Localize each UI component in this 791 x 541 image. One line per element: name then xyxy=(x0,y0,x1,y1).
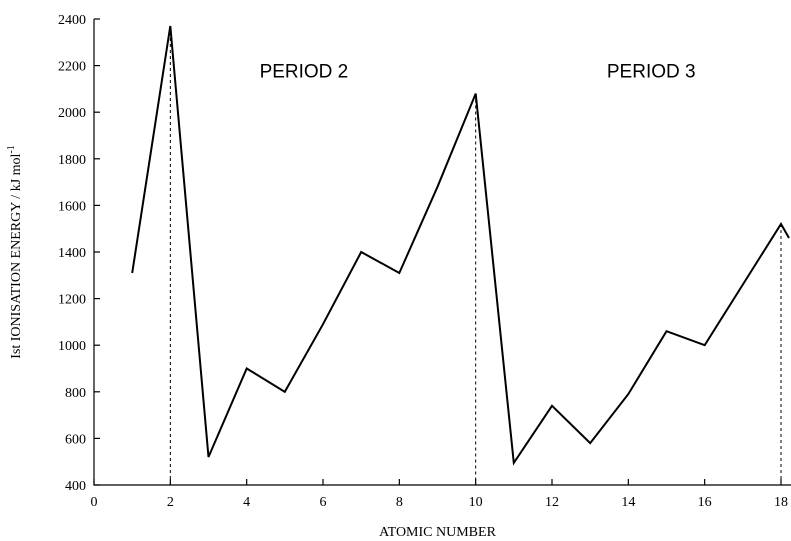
y-axis-title: Ist IONISATION ENERGY / kJ mol-1 xyxy=(6,145,24,359)
y-tick-label: 2400 xyxy=(58,13,86,28)
y-tick-label: 1400 xyxy=(58,246,86,261)
period-label: PERIOD 3 xyxy=(607,61,696,82)
series-line xyxy=(131,25,790,466)
x-tick-label: 10 xyxy=(469,495,483,510)
y-tick-label: 1000 xyxy=(58,339,86,354)
x-tick-label: 0 xyxy=(91,495,98,510)
x-tick-label: 14 xyxy=(621,495,635,510)
drop-lines xyxy=(169,25,782,485)
x-tick-label: 12 xyxy=(545,495,559,510)
period-label: PERIOD 2 xyxy=(260,61,349,82)
y-tick-label: 1800 xyxy=(58,153,86,168)
y-tick-label: 600 xyxy=(65,432,86,447)
x-tick-label: 4 xyxy=(243,495,250,510)
x-tick-label: 6 xyxy=(320,495,327,510)
y-axis-title-superscript: -1 xyxy=(6,145,17,153)
x-axis-title: ATOMIC NUMBER xyxy=(379,525,496,540)
y-tick-label: 2000 xyxy=(58,106,86,121)
axes: 4006008001000120014001600180020002200240… xyxy=(58,13,791,510)
y-tick-label: 800 xyxy=(65,386,86,401)
axis-lines xyxy=(93,19,791,486)
y-tick-label: 400 xyxy=(65,479,86,494)
series-group xyxy=(131,25,790,466)
y-tick-label: 1600 xyxy=(58,199,86,214)
x-tick-label: 16 xyxy=(698,495,712,510)
annotations: PERIOD 2 PERIOD 3 xyxy=(260,61,696,82)
y-tick-label: 2200 xyxy=(58,60,86,75)
x-tick-label: 2 xyxy=(167,495,174,510)
x-tick-label: 18 xyxy=(774,495,788,510)
y-tick-label: 1200 xyxy=(58,293,86,308)
x-tick-label: 8 xyxy=(396,495,403,510)
y-axis-title-main: Ist IONISATION ENERGY / kJ mol xyxy=(9,153,24,358)
